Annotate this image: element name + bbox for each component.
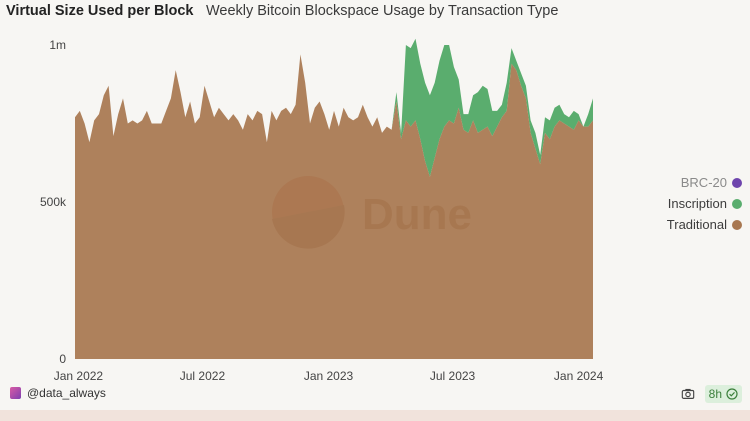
legend-label-traditional: Traditional	[666, 217, 727, 232]
footer-actions: 8h	[681, 385, 742, 403]
legend-item-traditional[interactable]: Traditional	[640, 214, 742, 235]
legend-item-inscription[interactable]: Inscription	[640, 193, 742, 214]
legend-item-brc20[interactable]: BRC-20	[640, 172, 742, 193]
avatar	[10, 387, 21, 399]
x-tick-label: Jan 2023	[304, 369, 354, 383]
x-tick-label: Jan 2024	[554, 369, 604, 383]
legend-label-brc20: BRC-20	[680, 175, 727, 190]
author-handle: @data_always	[27, 386, 106, 400]
bottom-strip	[0, 410, 750, 421]
refresh-time: 8h	[708, 387, 722, 401]
y-tick-label: 0	[59, 352, 66, 366]
check-circle-icon	[726, 388, 738, 400]
legend: BRC-20 Inscription Traditional	[640, 172, 742, 235]
chart-title: Virtual Size Used per Block	[6, 3, 194, 19]
legend-label-inscription: Inscription	[667, 196, 727, 211]
x-tick-label: Jul 2022	[180, 369, 226, 383]
series-area-traditional[interactable]	[75, 54, 593, 360]
legend-dot-traditional	[732, 219, 742, 230]
series-area-inscription[interactable]	[75, 38, 593, 177]
x-tick-label: Jan 2022	[54, 369, 104, 383]
legend-dot-inscription	[732, 198, 742, 209]
chart-subtitle: Weekly Bitcoin Blockspace Usage by Trans…	[205, 3, 559, 19]
refresh-status-badge[interactable]: 8h	[704, 385, 742, 403]
y-tick-label: 500k	[40, 195, 67, 209]
chart-header: Virtual Size Used per Block Weekly Bitco…	[6, 2, 558, 22]
x-tick-label: Jul 2023	[430, 369, 476, 383]
y-tick-label: 1m	[49, 38, 66, 52]
chart-card: Virtual Size Used per Block Weekly Bitco…	[6, 2, 742, 403]
author-link[interactable]: @data_always	[10, 386, 106, 400]
camera-icon[interactable]	[681, 387, 695, 401]
legend-dot-brc20	[732, 177, 742, 188]
